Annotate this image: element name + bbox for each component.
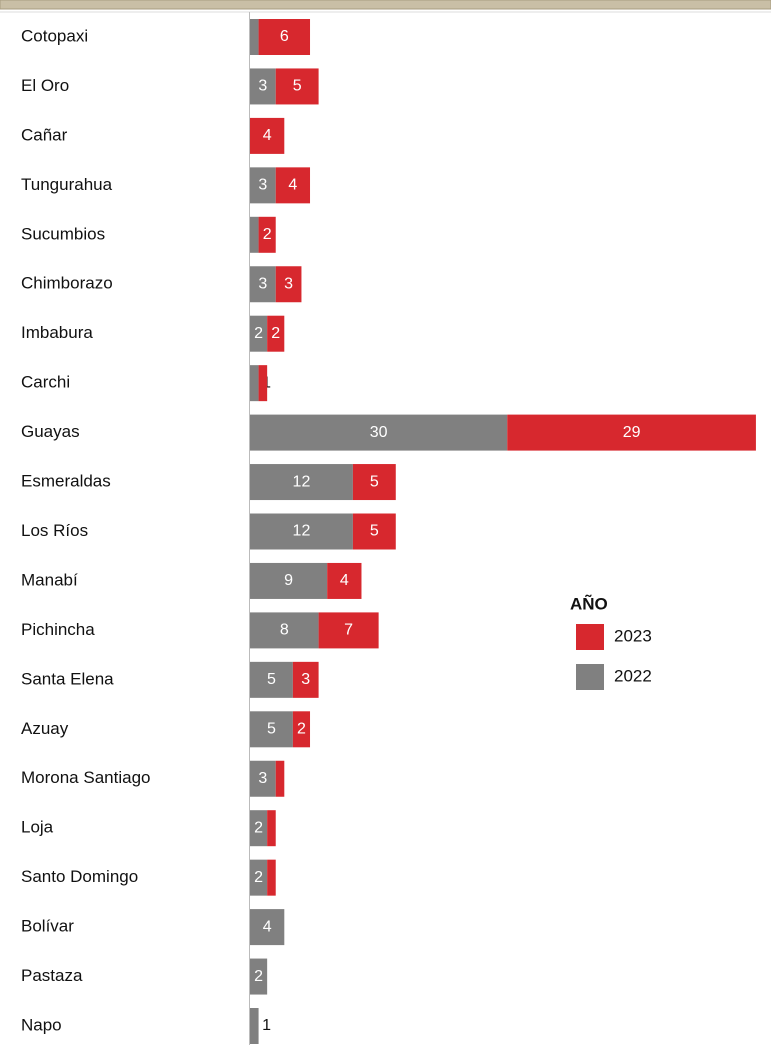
category-label: Los Ríos (21, 521, 88, 540)
value-label: 2 (297, 721, 306, 738)
value-label: 2 (254, 869, 263, 886)
category-label: Santo Domingo (21, 867, 138, 886)
value-label: 12 (293, 523, 311, 540)
bar-segment (250, 68, 276, 105)
value-label: 8 (280, 622, 289, 639)
value-label: 4 (340, 572, 349, 589)
bar-segment (352, 464, 396, 501)
bar-segment (352, 513, 396, 550)
category-label: Sucumbios (21, 224, 105, 243)
bar-segment (292, 661, 319, 698)
value-label: 7 (344, 622, 353, 639)
legend-swatch (576, 624, 604, 650)
value-label: 2 (271, 325, 280, 342)
bar-segment (250, 19, 259, 55)
bar-segment (250, 958, 268, 995)
value-label: 2 (254, 968, 263, 985)
value-label: 3 (284, 275, 293, 292)
value-label: 4 (263, 918, 272, 935)
category-label: Bolívar (21, 917, 74, 936)
value-label: 2 (254, 325, 263, 342)
legend-label: 2022 (614, 666, 652, 685)
category-label: Guayas (21, 422, 80, 441)
value-label: 2 (254, 819, 263, 836)
bar-segment (250, 315, 268, 352)
bar-segment (250, 612, 319, 649)
bar-segment (250, 167, 276, 204)
category-label: Manabí (21, 570, 78, 589)
value-label: 5 (267, 721, 276, 738)
bar-segment (267, 859, 276, 896)
bar-segment (250, 810, 268, 847)
value-label: 6 (280, 28, 289, 45)
category-label: Azuay (21, 719, 69, 738)
category-label: Pichincha (21, 620, 95, 639)
value-label: 3 (301, 671, 310, 688)
bar-segment (275, 167, 311, 204)
category-label: Cotopaxi (21, 26, 88, 45)
bar-segment (507, 414, 756, 451)
bar-segment (318, 612, 379, 649)
legend-swatch (576, 664, 604, 690)
legend-label: 2023 (614, 626, 652, 645)
category-label: Santa Elena (21, 669, 114, 688)
legend-title: AÑO (570, 593, 608, 613)
bar-segment (250, 562, 328, 599)
value-label: 5 (293, 78, 302, 95)
bar-segment (267, 315, 285, 352)
bar-segment (258, 365, 268, 402)
top-band (0, 0, 771, 10)
category-label: Cañar (21, 125, 68, 144)
value-label: 3 (258, 78, 267, 95)
category-label: Loja (21, 818, 54, 837)
category-label: Imbabura (21, 323, 93, 342)
bar-segment (250, 513, 353, 550)
bar-segment (267, 810, 276, 847)
bar-segment (250, 464, 353, 501)
bar-segment (250, 909, 285, 946)
category-label: Pastaza (21, 966, 83, 985)
value-label: 12 (293, 473, 311, 490)
category-label: Tungurahua (21, 175, 113, 194)
category-label: Esmeraldas (21, 472, 111, 491)
bar-segment (275, 68, 319, 105)
value-label: 30 (370, 424, 388, 441)
value-label: 4 (288, 177, 297, 194)
bar-segment (258, 216, 276, 253)
bar-segment (275, 760, 285, 797)
value-label: 2 (263, 226, 272, 243)
value-label: 3 (258, 177, 267, 194)
value-label: 4 (263, 127, 272, 144)
value-label: 1 (262, 1017, 271, 1034)
bar-segment (250, 1008, 259, 1044)
bar-segment (250, 859, 268, 896)
bar-segment (250, 365, 259, 402)
bar-segment (250, 117, 285, 154)
bar-segment (250, 711, 293, 748)
value-label: 5 (370, 523, 379, 540)
category-label: El Oro (21, 76, 69, 95)
category-label: Morona Santiago (21, 768, 150, 787)
bar-segment (258, 19, 311, 55)
value-label: 3 (258, 770, 267, 787)
value-label: 29 (623, 424, 641, 441)
bar-segment (250, 216, 259, 253)
bar-segment (250, 760, 276, 797)
category-label: Carchi (21, 373, 70, 392)
bar-segment (275, 266, 302, 303)
value-label: 9 (284, 572, 293, 589)
bar-segment (250, 661, 293, 698)
category-label: Chimborazo (21, 274, 113, 293)
bar-segment (250, 266, 276, 303)
category-label: Napo (21, 1015, 62, 1034)
value-label: 3 (258, 275, 267, 292)
bar-segment (327, 562, 362, 599)
bar-segment (250, 414, 508, 451)
value-label: 5 (267, 671, 276, 688)
value-label: 5 (370, 473, 379, 490)
bar-segment (292, 711, 311, 748)
